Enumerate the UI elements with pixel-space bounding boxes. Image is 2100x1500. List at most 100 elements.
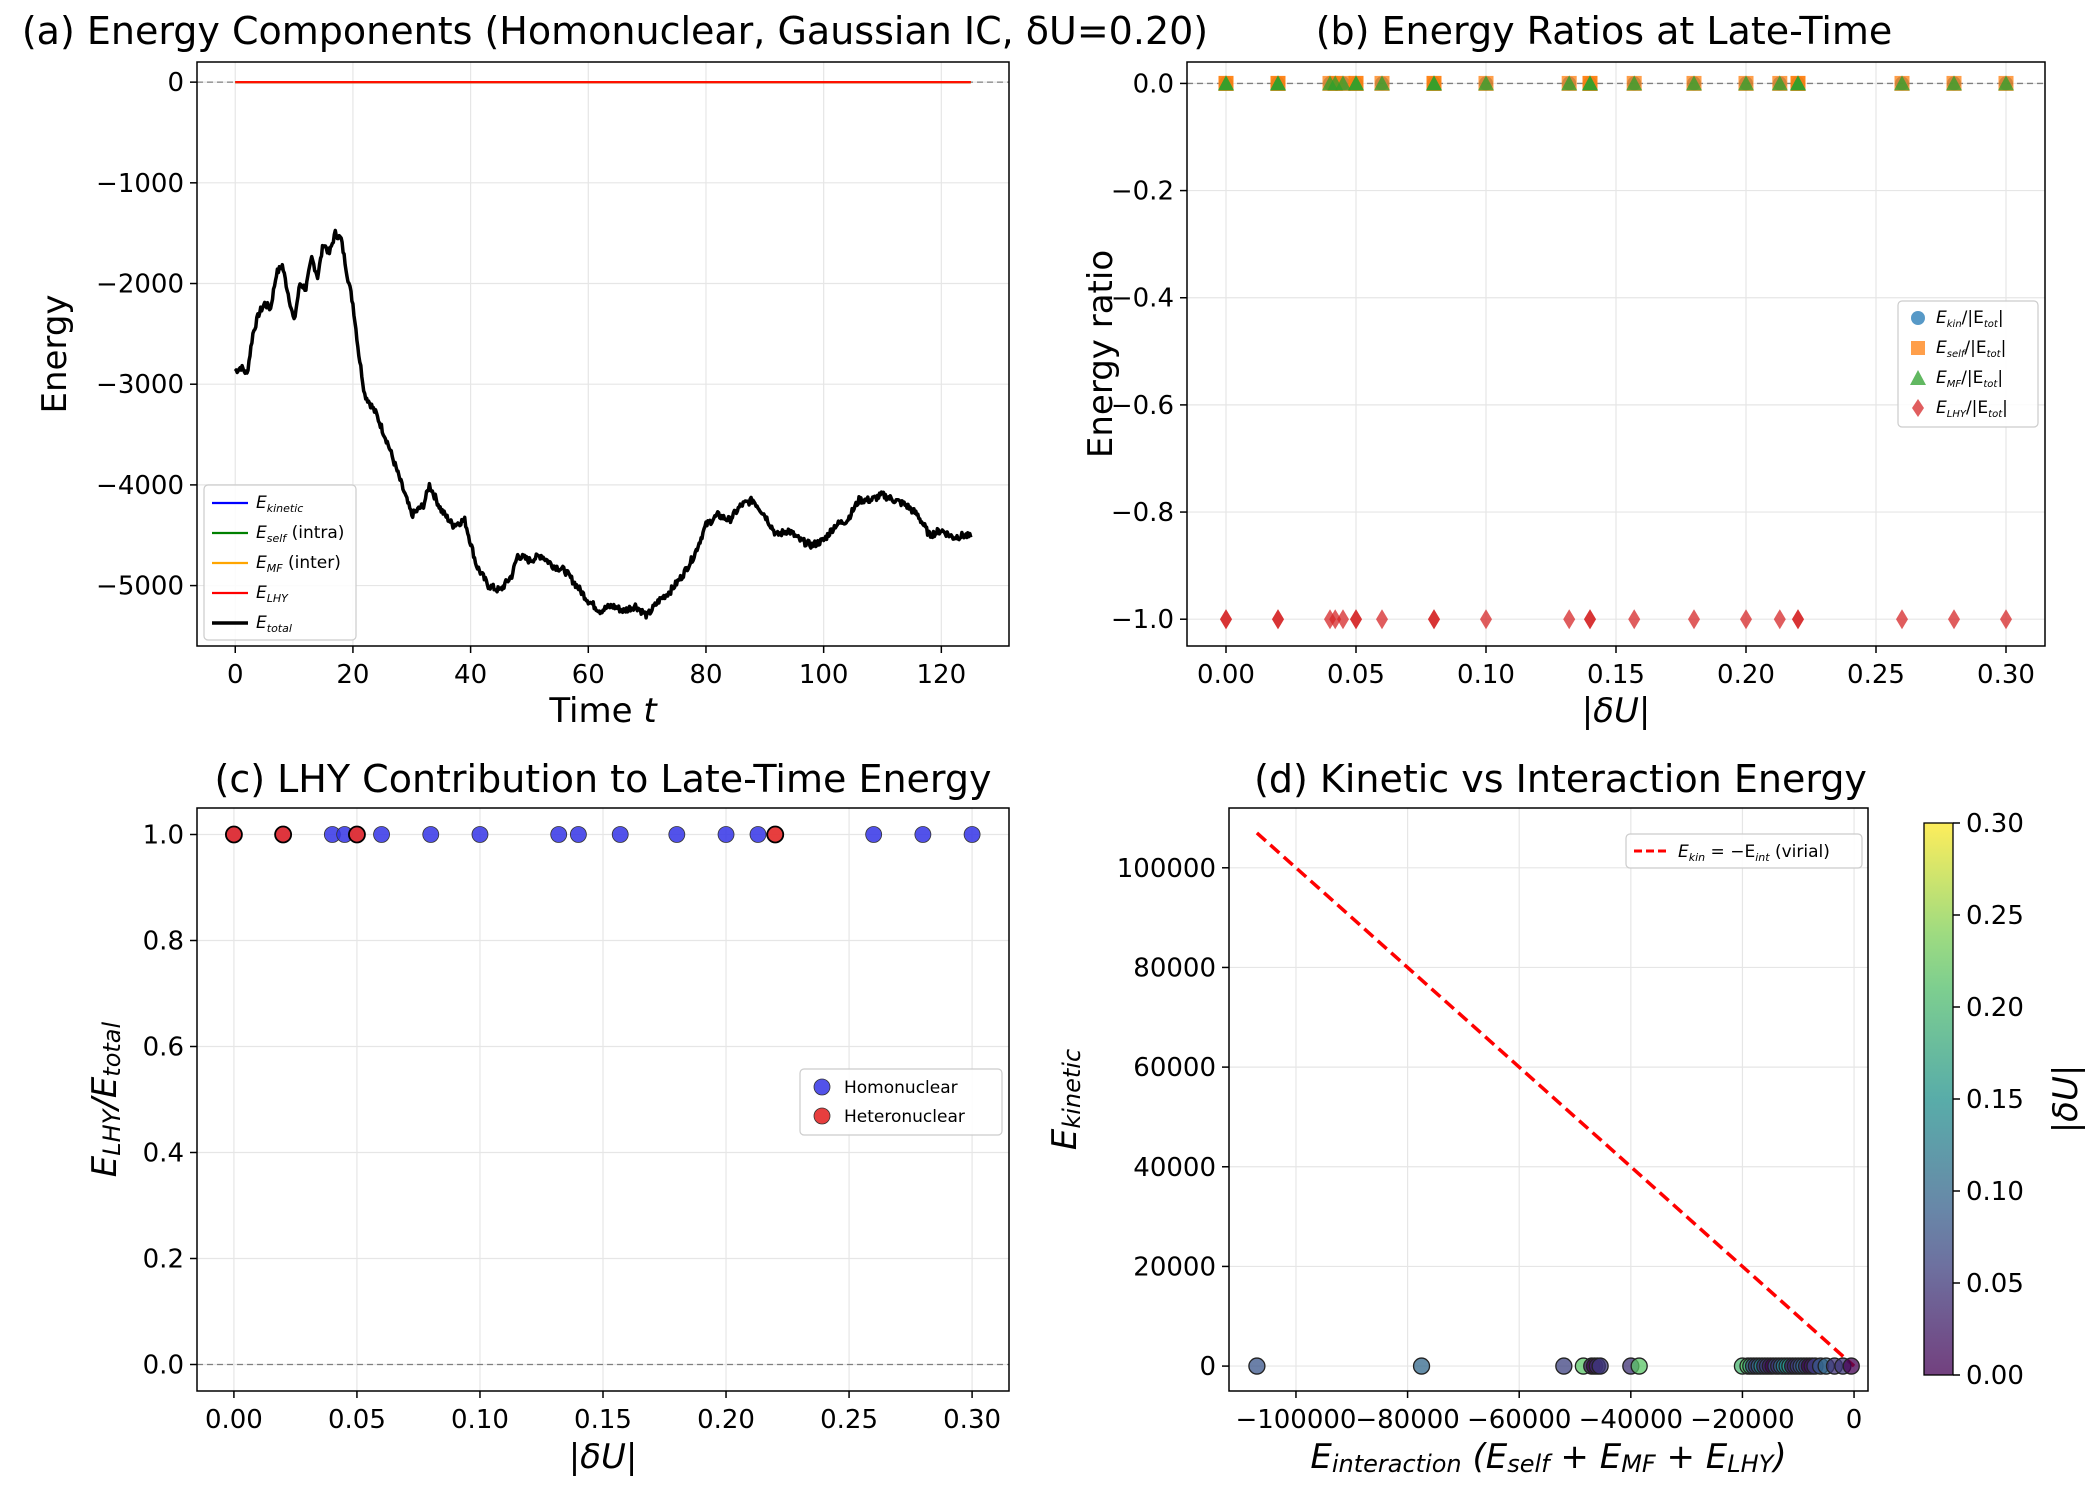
legend-box [1897, 300, 2039, 428]
y-tick-label: 0.2 [143, 1245, 184, 1275]
legend-label: Eself (intra) [256, 523, 344, 545]
y-axis-label-c: ELHY/Etotal [85, 1021, 126, 1177]
x-tick-label: 0.00 [1197, 660, 1255, 690]
point-elhy [1896, 609, 1908, 630]
legend-label: Ekin/|Etot| [1936, 308, 2004, 330]
x-tick-label: 80 [689, 660, 722, 690]
point-energy [1591, 1357, 1609, 1375]
x-tick-label: 0.10 [451, 1405, 509, 1435]
y-tick-label: −0.6 [1111, 391, 1174, 421]
y-tick-label: −0.8 [1111, 498, 1174, 528]
colorbar-tick-label: 0.15 [1966, 1085, 2024, 1115]
chart-title-d: (d) Kinetic vs Interaction Energy [1254, 757, 1867, 801]
legend-marker [813, 1107, 831, 1125]
label-part: /|E [1962, 308, 1984, 328]
x-axis-label-a: Time t [548, 691, 658, 731]
y-tick-label: −2000 [96, 270, 184, 300]
point-elhy [1329, 609, 1342, 630]
axes-frame [1228, 807, 1869, 1392]
y-tick-label: −1.0 [1111, 605, 1174, 635]
label-part: = −E [1705, 842, 1755, 862]
label-part: E [256, 583, 267, 603]
x-tick-label: −40000 [1579, 1405, 1684, 1435]
legend-label: Ekin = −Eint (virial) [1678, 842, 1830, 864]
subscript: total [267, 622, 292, 635]
point-homonuclear [373, 826, 390, 843]
point-elhy [1337, 609, 1349, 630]
label-part: E [1936, 338, 1947, 358]
subscript: kinetic [267, 502, 304, 515]
x-tick-label: 0.10 [1457, 660, 1515, 690]
x-tick-label: 0.05 [1327, 660, 1385, 690]
x-tick-label: 0.30 [943, 1405, 1001, 1435]
point-homonuclear [471, 826, 489, 843]
point-homonuclear [963, 826, 981, 843]
label-part: E [256, 613, 267, 633]
chart-title-b: (b) Energy Ratios at Late-Time [1316, 9, 1893, 53]
label-part: E [1310, 1437, 1332, 1477]
point-elhy [1688, 609, 1700, 630]
colorbar-label: |δU| [2046, 1065, 2086, 1134]
x-tick-label: −20000 [1690, 1405, 1795, 1435]
point-emf [1218, 75, 1234, 91]
legend-marker [1912, 399, 1924, 417]
series-line-etotal [233, 228, 973, 620]
x-axis-label-d: Einteraction (Eself + EMF + ELHY) [1310, 1437, 1786, 1478]
subscript: interaction [1332, 1450, 1462, 1478]
subscript: LHY [1727, 1450, 1775, 1478]
y-tick-label: 100000 [1117, 854, 1216, 884]
colorbar-tick-label: 0.25 [1966, 901, 2024, 931]
legend-b: Ekin/|Etot|Eself/|Etot|EMF/|Etot|ELHY/|E… [1897, 300, 2039, 428]
colorbar-tick-label: 0.05 [1966, 1269, 2024, 1299]
point-homonuclear [717, 826, 735, 843]
point-emf [1626, 75, 1643, 91]
point-heteronuclear [348, 825, 366, 844]
colorbar-tick-label: 0.10 [1966, 1177, 2024, 1207]
y-tick-label: 0.4 [143, 1139, 184, 1169]
point-heteronuclear [225, 825, 243, 844]
point-emf [1946, 75, 1962, 91]
y-tick-label: −5000 [96, 572, 184, 602]
point-emf [1894, 75, 1910, 91]
point-elhy [1792, 609, 1804, 630]
label-part: /|E [1961, 368, 1983, 388]
plot-area [1229, 808, 1868, 1391]
point-energy [1842, 1357, 1860, 1375]
label-part: | [2001, 338, 2007, 358]
legend-box [203, 484, 357, 641]
point-elhy [2000, 609, 2012, 630]
label-part: (inter) [283, 553, 341, 573]
subscript: LHY [267, 592, 289, 605]
point-elhy [1428, 609, 1440, 630]
point-elhy [1350, 609, 1362, 630]
label-part: + E [1656, 1437, 1728, 1477]
y-tick-label: −0.4 [1111, 284, 1174, 314]
subscript: total [98, 1021, 126, 1076]
point-elhy [1628, 609, 1641, 630]
legend-label: EMF (inter) [256, 553, 341, 575]
point-homonuclear [749, 826, 767, 843]
x-tick-label: 0.30 [1977, 660, 2035, 690]
virial-line [1255, 831, 1856, 1368]
colorbar-tick-label: 0.00 [1966, 1361, 2024, 1391]
point-emf [1348, 75, 1364, 91]
point-homonuclear [611, 826, 629, 843]
x-tick-label: 0 [1846, 1405, 1863, 1435]
legend-marker [1911, 311, 1925, 325]
subscript: self [267, 532, 289, 545]
y-tick-label: 0.6 [143, 1033, 184, 1063]
label-part: | [1997, 368, 2003, 388]
point-heteronuclear [766, 825, 785, 844]
x-tick-label: 0.05 [328, 1405, 386, 1435]
x-tick-label: 0.15 [1587, 660, 1645, 690]
point-energy [1630, 1357, 1648, 1375]
label-part: E [1936, 368, 1947, 388]
y-tick-label: 0.0 [143, 1351, 184, 1381]
x-tick-label: 0.25 [1847, 660, 1905, 690]
label-part: + E [1550, 1437, 1622, 1477]
x-tick-label: 0.20 [1717, 660, 1775, 690]
label-part: /E [85, 1076, 125, 1112]
y-tick-label: 0.0 [1133, 69, 1174, 99]
chart-title-a: (a) Energy Components (Homonuclear, Gaus… [22, 9, 1208, 53]
